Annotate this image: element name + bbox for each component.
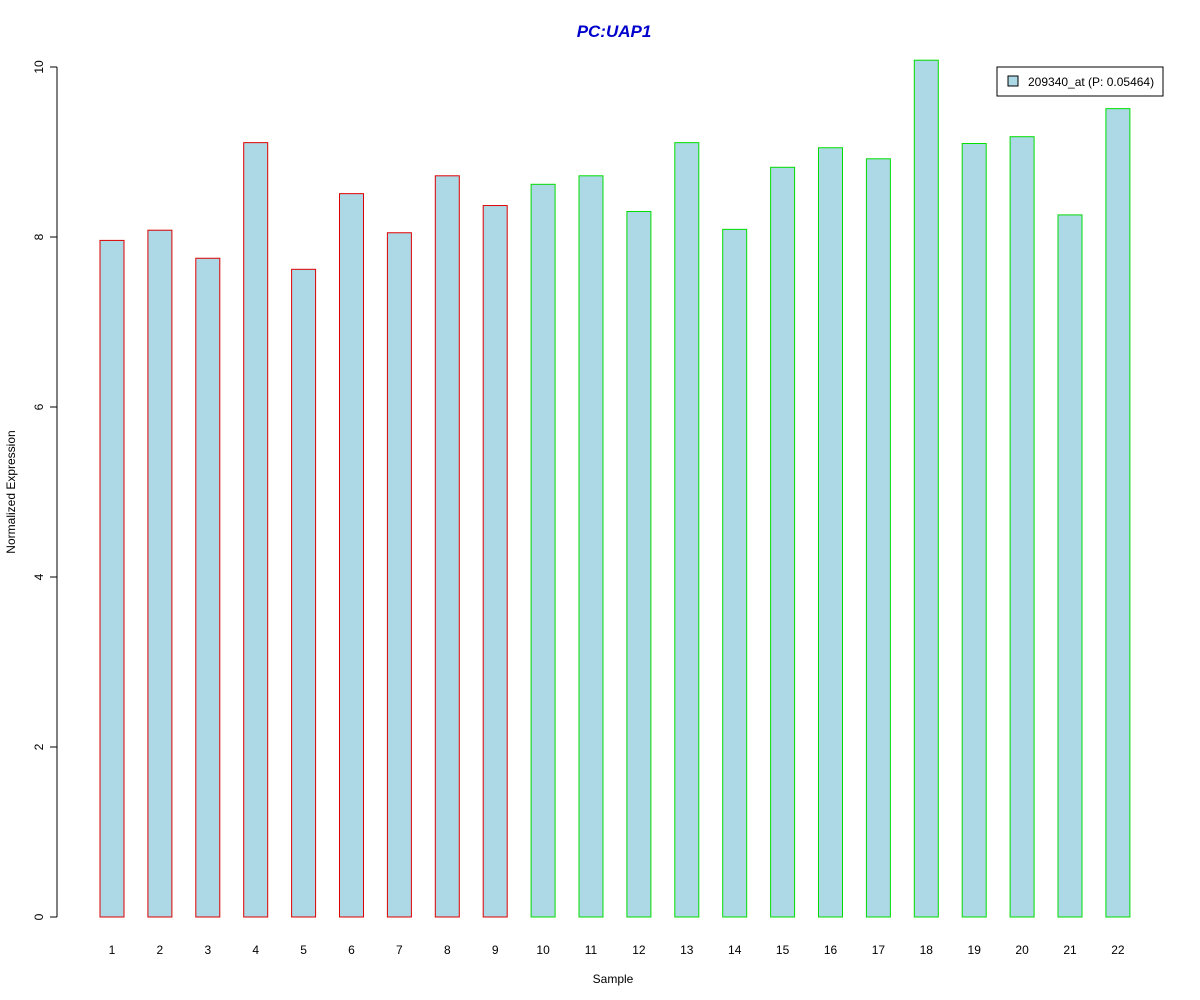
- bar-sample-11: [578, 175, 604, 918]
- bar-sample-4: [243, 142, 269, 918]
- bar-sample-3: [195, 257, 221, 918]
- legend-entry: 209340_at (P: 0.05464): [1028, 75, 1154, 89]
- x-tick-label: 11: [585, 943, 598, 957]
- x-tick-label: 6: [348, 943, 355, 957]
- bar-sample-21: [1057, 214, 1083, 918]
- x-tick-label: 12: [632, 943, 646, 957]
- x-tick-label: 8: [444, 943, 451, 957]
- bar-sample-13: [674, 142, 700, 918]
- bar-sample-1: [99, 239, 125, 918]
- bar-sample-14: [722, 228, 748, 918]
- legend: 209340_at (P: 0.05464): [996, 66, 1164, 97]
- x-tick-label: 21: [1063, 943, 1077, 957]
- y-tick-label: 4: [32, 573, 46, 580]
- x-tick-label: 4: [252, 943, 259, 957]
- chart-title: PC:UAP1: [577, 22, 652, 41]
- bar-sample-19: [961, 143, 987, 918]
- bar-sample-9: [482, 205, 508, 918]
- x-tick-label: 16: [824, 943, 838, 957]
- bar-sample-2: [147, 229, 173, 918]
- bar-sample-15: [770, 166, 796, 918]
- legend-box: [996, 66, 1164, 97]
- x-tick-label: 18: [920, 943, 934, 957]
- legend-swatch: [1007, 75, 1019, 87]
- bar-sample-6: [339, 193, 364, 918]
- bar-sample-16: [818, 147, 843, 918]
- bar-sample-18: [913, 59, 939, 918]
- bar-sample-8: [434, 175, 460, 918]
- bar-sample-22: [1105, 108, 1131, 918]
- x-tick-label: 2: [157, 943, 164, 957]
- x-tick-label: 15: [776, 943, 790, 957]
- x-axis-label: Sample: [593, 972, 634, 986]
- x-tick-label: 14: [728, 943, 742, 957]
- x-tick-label: 19: [968, 943, 982, 957]
- y-tick-label: 2: [32, 743, 46, 750]
- x-tick-labels: 1 2 3 4 5 6 7 8 9 10 11 12 13 14 15 16 17 18 19 20 21 22: [109, 943, 1125, 957]
- bar-sample-10: [530, 183, 556, 918]
- bar-sample-7: [386, 232, 412, 918]
- y-tick-label: 8: [32, 233, 46, 240]
- x-tick-label: 10: [536, 943, 550, 957]
- bar-sample-12: [626, 211, 652, 918]
- x-tick-label: 22: [1111, 943, 1125, 957]
- y-axis-label: Normalized Expression: [4, 430, 18, 553]
- x-tick-label: 17: [872, 943, 886, 957]
- x-tick-label: 9: [492, 943, 499, 957]
- y-tick-label: 0: [32, 913, 46, 920]
- bar-sample-5: [291, 268, 317, 918]
- y-tick-label: 10: [32, 60, 46, 74]
- bar-sample-20: [1009, 136, 1035, 918]
- bars-group: [99, 59, 1131, 918]
- x-tick-label: 3: [204, 943, 211, 957]
- x-tick-label: 1: [109, 943, 116, 957]
- bar-sample-17: [865, 158, 891, 918]
- y-tick-label: 6: [32, 403, 46, 410]
- x-tick-label: 13: [680, 943, 694, 957]
- x-tick-label: 5: [300, 943, 307, 957]
- x-tick-label: 20: [1015, 943, 1029, 957]
- x-tick-label: 7: [396, 943, 403, 957]
- y-axis: 0 2 4 6 8 10: [32, 60, 58, 920]
